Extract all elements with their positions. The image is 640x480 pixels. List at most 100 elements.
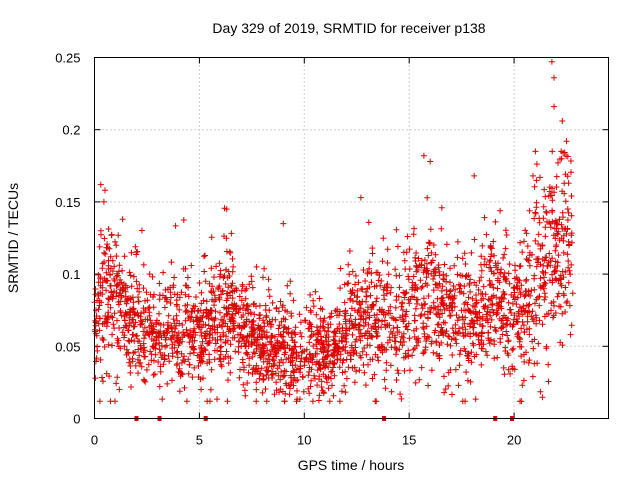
data-point [128,283,135,290]
data-point [406,266,413,272]
data-point [560,249,567,256]
data-point [439,310,446,317]
data-point [262,307,269,313]
data-point [109,342,115,349]
data-point [151,357,157,364]
data-point [429,257,436,264]
data-point [245,310,252,317]
data-point [310,297,317,304]
data-point [233,302,240,309]
data-point [201,268,208,275]
data-point [413,263,420,270]
data-point [533,296,540,303]
data-point [284,282,291,289]
data-point [562,284,569,291]
data-point [268,363,275,370]
data-point [172,222,179,229]
data-point [230,317,236,324]
data-point [160,269,167,276]
data-point [455,330,462,336]
data-point [169,377,175,384]
data-point [288,310,295,317]
data-point [564,225,571,232]
data-point [246,355,253,362]
data-point [420,350,427,357]
data-point [206,351,213,358]
data-point [196,324,203,331]
data-point [443,278,450,285]
data-point [251,368,258,375]
x-tick-label: 15 [402,433,416,448]
data-point [528,313,535,320]
data-point [564,251,571,258]
data-point [552,310,559,316]
data-point [118,294,125,301]
data-point [219,288,226,295]
data-point [206,356,213,363]
data-point [454,238,461,245]
data-point [441,261,448,268]
data-point [137,321,144,328]
data-point [414,267,421,273]
data-point [218,291,224,298]
data-point [142,297,148,304]
data-point [537,261,544,268]
data-point [443,328,450,335]
data-point [559,310,566,317]
data-point [565,264,572,271]
data-point [432,304,439,311]
data-point [169,353,176,360]
data-point [502,314,509,321]
data-point [419,305,426,312]
data-point [289,362,296,369]
data-point [218,336,224,343]
data-point [258,354,265,360]
data-point [330,392,337,399]
data-point [532,300,538,307]
data-point [553,243,559,250]
data-point [330,329,337,336]
data-point [359,348,366,355]
data-point [218,323,225,330]
data-point [160,361,167,368]
data-point [471,353,478,360]
data-point [250,317,257,324]
data-point [293,349,300,356]
data-point [526,301,533,308]
data-point [198,289,205,296]
data-point [188,262,195,269]
data-point [202,335,209,342]
data-point [107,272,114,278]
data-point [387,289,394,296]
data-point [384,246,391,253]
data-point [202,321,209,328]
data-point [241,364,247,371]
data-point [307,383,314,390]
data-point [452,336,459,343]
data-point [176,306,183,313]
data-point [503,328,510,335]
data-point [470,342,477,349]
x-tick-label: 5 [196,433,203,448]
data-point [92,322,99,329]
data-point [263,314,270,321]
data-point [410,346,417,353]
data-point [449,391,455,398]
data-point [261,323,268,330]
data-point [363,298,369,305]
data-point [123,351,130,358]
data-point [400,334,407,341]
data-point [343,339,350,345]
data-point [500,289,507,295]
data-point [280,339,287,346]
data-point [184,274,191,281]
data-point [261,265,268,272]
data-point [380,286,387,293]
data-point [374,316,380,323]
data-point [502,245,509,252]
data-point [103,323,110,330]
data-point [331,351,338,358]
data-point [115,301,122,308]
data-point [278,318,285,325]
data-point [404,233,411,240]
